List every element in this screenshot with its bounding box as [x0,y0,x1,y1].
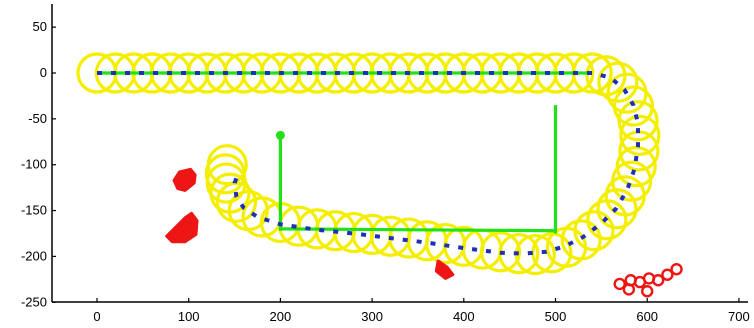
x-tick-label: 300 [361,309,383,324]
red-blob [434,259,455,280]
yellow-ring-marker [206,144,248,186]
y-axis-ticks: 50 0 -50 -100 -150 -200 -250 [21,19,56,309]
x-tick-label: 0 [93,309,100,324]
red-blob [172,167,197,192]
blue-dotted-trajectory [97,71,640,256]
y-tick-label: -150 [21,203,47,218]
red-ring-marker [641,285,654,298]
y-tick-label: 50 [33,19,47,34]
x-tick-label: 200 [270,309,292,324]
x-axis-ticks: 0 100 200 300 400 500 600 700 [93,298,750,324]
axes [51,4,748,303]
red-ring-marker [661,268,674,281]
x-tick-label: 500 [545,309,567,324]
y-tick-label: -50 [28,111,47,126]
green-point [275,130,285,140]
red-ring-marker [670,263,683,276]
yellow-ring-marker [586,199,628,241]
green-segment [280,227,556,233]
yellow-ring-marker [596,188,638,230]
y-tick-label: -100 [21,157,47,172]
yellow-ring-marker [531,232,573,274]
x-tick-label: 400 [453,309,475,324]
y-tick-label: 0 [40,65,47,80]
y-tick-label: -250 [21,294,47,309]
yellow-ring-marker [619,114,661,156]
data-layer [76,52,683,298]
x-tick-label: 700 [728,309,750,324]
red-ring-marker [652,274,665,287]
red-ring-marker [622,283,636,296]
y-tick-label: -200 [21,248,47,263]
yellow-ring-marker [597,61,639,103]
red-ring-marker [613,277,626,291]
yellow-ring-marker [617,100,659,142]
x-tick-label: 600 [636,309,658,324]
x-tick-label: 100 [178,309,200,324]
red-blob [165,211,199,244]
